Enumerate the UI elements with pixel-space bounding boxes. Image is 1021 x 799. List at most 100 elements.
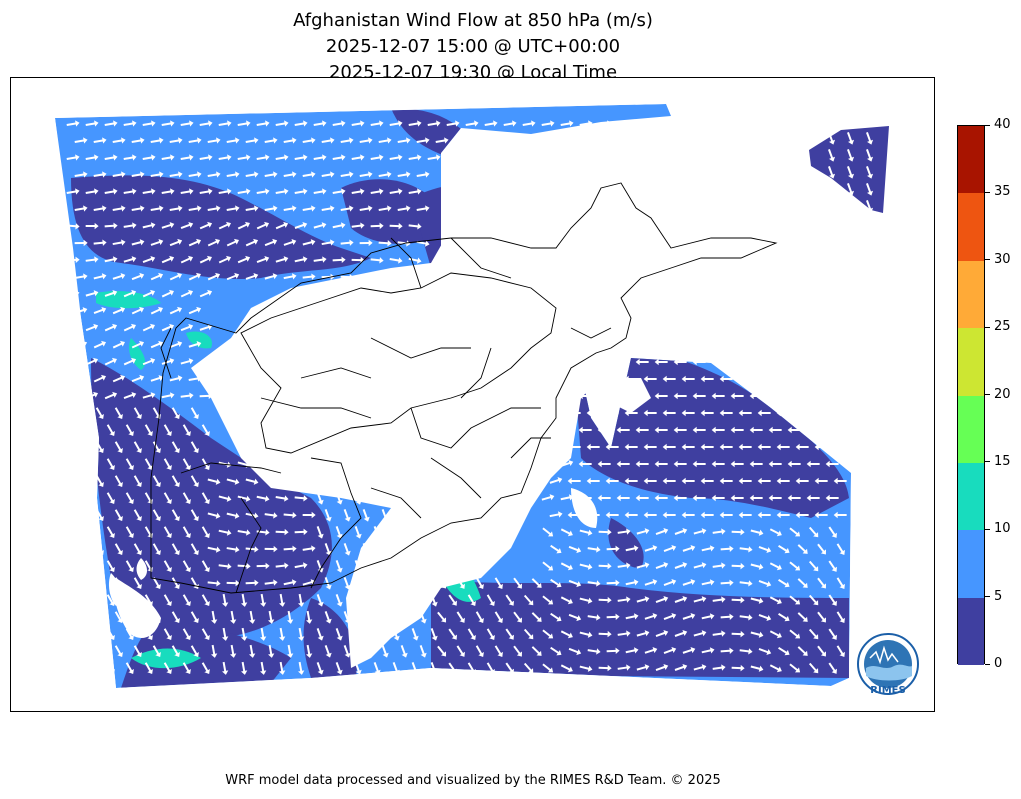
wind-arrow: [578, 460, 592, 468]
wind-arrow: [104, 256, 118, 263]
wind-arrow: [866, 132, 874, 145]
wind-arrow: [306, 644, 313, 658]
wind-arrow: [199, 289, 213, 298]
wind-arrow: [211, 644, 218, 658]
wind-arrow: [188, 238, 202, 247]
wind-arrow: [112, 273, 126, 280]
wind-arrow: [654, 494, 668, 502]
wind-arrow: [351, 154, 365, 161]
wind-arrow: [112, 171, 126, 178]
colorbar-tick-label: 0: [994, 656, 1003, 671]
wind-arrow: [302, 545, 316, 552]
wind-arrow: [93, 205, 107, 212]
wind-arrow: [294, 528, 308, 536]
wind-arrow: [522, 120, 536, 127]
wind-arrow: [776, 477, 790, 485]
wind-arrow: [598, 120, 612, 127]
wind-arrow: [817, 645, 827, 657]
wind-arrow: [171, 577, 180, 590]
wind-arrow: [712, 528, 726, 535]
colorbar-tick-mark: [985, 326, 990, 328]
wind-arrow: [522, 154, 536, 161]
wind-arrow: [264, 478, 278, 485]
wind-arrow: [560, 528, 573, 537]
wind-arrow: [833, 409, 847, 417]
wind-arrow: [560, 154, 574, 161]
wind-arrow: [486, 628, 495, 641]
wind-arrow: [643, 511, 657, 519]
wind-arrow: [182, 594, 191, 607]
wind-arrow: [362, 509, 370, 522]
wind-arrow: [161, 357, 175, 365]
wind-arrow: [87, 526, 96, 539]
wind-arrow: [531, 578, 542, 588]
wind-arrow: [131, 239, 145, 246]
wind-arrow: [370, 154, 384, 161]
wind-arrow: [814, 443, 828, 451]
wind-arrow: [150, 375, 164, 382]
wind-arrow: [237, 120, 251, 127]
wind-arrow: [283, 273, 297, 280]
wind-arrow: [152, 509, 161, 522]
wind-arrow: [324, 611, 332, 624]
wind-arrow: [87, 560, 96, 573]
wind-arrow: [681, 375, 695, 383]
wind-arrow: [597, 426, 611, 434]
wind-arrow: [123, 222, 137, 229]
wind-arrow: [731, 562, 745, 570]
wind-arrow: [586, 375, 600, 383]
wind-arrow: [125, 458, 134, 471]
wind-arrow: [287, 644, 294, 658]
wind-arrow: [95, 407, 104, 420]
wind-arrow: [560, 630, 573, 639]
wind-arrow: [190, 611, 199, 624]
wind-arrow: [624, 477, 638, 485]
wind-arrow: [370, 188, 384, 195]
wind-arrow: [568, 613, 582, 622]
wind-arrow: [354, 662, 362, 675]
wind-arrow: [579, 631, 593, 638]
wind-arrow: [494, 645, 503, 657]
wind-arrow: [617, 596, 631, 603]
wind-arrow: [66, 324, 80, 331]
wind-arrow: [150, 239, 164, 246]
wind-arrow: [731, 596, 745, 604]
wind-arrow: [340, 137, 354, 144]
wind-arrow: [163, 526, 172, 539]
wind-arrow: [180, 323, 194, 332]
wind-arrow: [730, 426, 744, 434]
wind-arrow: [644, 613, 658, 620]
wind-arrow: [494, 577, 503, 589]
wind-arrow: [313, 461, 327, 468]
wind-arrow: [169, 205, 183, 212]
wind-arrow: [757, 511, 771, 519]
wind-arrow: [93, 171, 107, 178]
wind-arrow: [636, 528, 650, 535]
wind-arrow: [142, 323, 156, 332]
wind-arrow: [264, 273, 278, 280]
wind-arrow: [163, 594, 172, 607]
wind-arrow: [287, 610, 294, 624]
wind-arrow: [85, 222, 99, 230]
wind-arrow: [795, 375, 809, 383]
wind-arrow: [294, 461, 308, 468]
wind-arrow: [114, 509, 123, 522]
wind-arrow: [93, 137, 107, 144]
wind-arrow: [245, 478, 259, 485]
wind-arrow: [419, 577, 427, 590]
wind-arrow: [256, 154, 270, 161]
map-panel: [10, 77, 935, 712]
wind-arrow: [112, 205, 126, 212]
wind-arrow: [123, 256, 137, 263]
wind-arrow: [719, 511, 733, 519]
wind-arrow: [373, 492, 381, 505]
wind-arrow: [76, 543, 85, 556]
wind-arrow: [150, 272, 164, 281]
wind-arrow: [264, 205, 278, 212]
wind-arrow: [190, 441, 199, 454]
wind-arrow: [373, 628, 381, 641]
wind-arrow: [416, 171, 430, 178]
wind-arrow: [112, 137, 126, 144]
wind-arrow: [408, 188, 422, 195]
wind-arrow: [437, 611, 447, 623]
